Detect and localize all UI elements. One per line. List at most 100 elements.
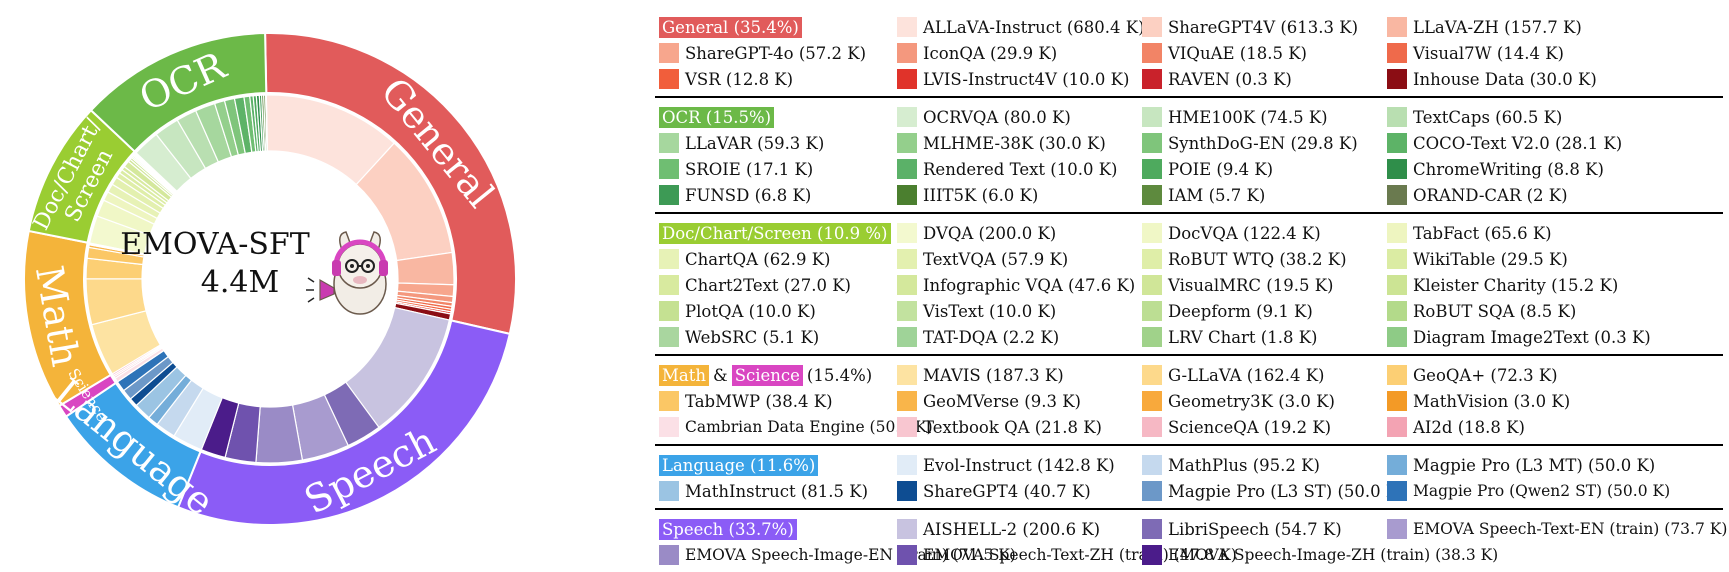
- legend-item-label: Infographic VQA (47.6 K): [923, 275, 1136, 295]
- legend-swatch: [1142, 545, 1162, 565]
- legend-swatch: [897, 301, 917, 321]
- legend-item-label: WikiTable (29.5 K): [1413, 249, 1568, 269]
- legend-item: MLHME-38K (30.0 K): [897, 130, 1142, 156]
- legend-item-label: LVIS-Instruct4V (10.0 K): [923, 69, 1130, 89]
- legend-item: IAM (5.7 K): [1142, 182, 1387, 208]
- legend-item: RAVEN (0.3 K): [1142, 66, 1387, 92]
- legend-item-label: ShareGPT-4o (57.2 K): [685, 43, 867, 63]
- legend-item-label: IIIT5K (6.0 K): [923, 185, 1039, 205]
- legend-item: Magpie Pro (L3 MT) (50.0 K): [1387, 452, 1717, 478]
- legend: General (35.4%) ALLaVA-Instruct (680.4 K)…: [655, 8, 1727, 572]
- legend-group-header: Language (11.6%): [659, 452, 897, 478]
- legend-swatch: [1142, 365, 1162, 385]
- legend-swatch: [1387, 481, 1407, 501]
- legend-item-label: ChromeWriting (8.8 K): [1413, 159, 1604, 179]
- outer-slice-ocr: [89, 32, 268, 153]
- legend-swatch: [1142, 455, 1162, 475]
- legend-item: COCO-Text V2.0 (28.1 K): [1387, 130, 1717, 156]
- legend-item: ShareGPT4 (40.7 K): [897, 478, 1142, 504]
- legend-group-header: General (35.4%): [659, 14, 897, 40]
- legend-swatch: [897, 223, 917, 243]
- legend-swatch: [1387, 327, 1407, 347]
- legend-item: HME100K (74.5 K): [1142, 104, 1387, 130]
- outer-ring: [23, 32, 517, 526]
- legend-swatch: [1142, 417, 1162, 437]
- legend-item: TabMWP (38.4 K): [659, 388, 897, 414]
- legend-item-label: VSR (12.8 K): [685, 69, 794, 89]
- legend-item-label: Magpie Pro (L3 ST) (50.0 K): [1168, 481, 1405, 501]
- legend-item: VIQuAE (18.5 K): [1142, 40, 1387, 66]
- legend-item: WebSRC (5.1 K): [659, 324, 897, 350]
- legend-swatch: [1142, 249, 1162, 269]
- legend-item-label: Rendered Text (10.0 K): [923, 159, 1118, 179]
- legend-swatch: [897, 107, 917, 127]
- legend-item-label: FUNSD (6.8 K): [685, 185, 812, 205]
- legend-item-label: SynthDoG-EN (29.8 K): [1168, 133, 1358, 153]
- inner-ring: [85, 94, 455, 464]
- legend-swatch: [1142, 133, 1162, 153]
- legend-item-label: ShareGPT4V (613.3 K): [1168, 17, 1359, 37]
- legend-swatch: [659, 327, 679, 347]
- inner-slice-ocr-orand-car-2-k: [265, 94, 269, 152]
- legend-header-label: Math: [659, 364, 709, 386]
- legend-item: SynthDoG-EN (29.8 K): [1142, 130, 1387, 156]
- legend-item-label: OCRVQA (80.0 K): [923, 107, 1071, 127]
- legend-item-label: LLaVA-ZH (157.7 K): [1413, 17, 1582, 37]
- legend-item: ShareGPT4V (613.3 K): [1142, 14, 1387, 40]
- legend-item: DVQA (200.0 K): [897, 220, 1142, 246]
- legend-swatch: [897, 545, 917, 565]
- legend-swatch: [1387, 275, 1407, 295]
- legend-item: TAT-DQA (2.2 K): [897, 324, 1142, 350]
- legend-item: VSR (12.8 K): [659, 66, 897, 92]
- legend-item-label: TAT-DQA (2.2 K): [923, 327, 1060, 347]
- legend-header-label: (15.4%): [806, 365, 873, 385]
- legend-item-label: WebSRC (5.1 K): [685, 327, 820, 347]
- legend-swatch: [659, 545, 679, 565]
- legend-swatch: [659, 481, 679, 501]
- legend-item-label: Visual7W (14.4 K): [1413, 43, 1564, 63]
- legend-item-label: EMOVA Speech-Image-ZH (train) (38.3 K): [1168, 546, 1499, 564]
- legend-swatch: [1387, 17, 1407, 37]
- legend-item-label: HME100K (74.5 K): [1168, 107, 1328, 127]
- legend-item: IconQA (29.9 K): [897, 40, 1142, 66]
- legend-item-label: MathPlus (95.2 K): [1168, 455, 1320, 475]
- legend-swatch: [1142, 159, 1162, 179]
- legend-item: Diagram Image2Text (0.3 K): [1387, 324, 1717, 350]
- legend-item-label: IAM (5.7 K): [1168, 185, 1266, 205]
- legend-item-label: TabFact (65.6 K): [1413, 223, 1552, 243]
- legend-item: Magpie Pro (Qwen2 ST) (50.0 K): [1387, 478, 1717, 504]
- legend-swatch: [897, 275, 917, 295]
- legend-item: SROIE (17.1 K): [659, 156, 897, 182]
- legend-item-label: Chart2Text (27.0 K): [685, 275, 851, 295]
- llama-mascot-with-headphones-icon: [306, 231, 388, 315]
- legend-item: G-LLaVA (162.4 K): [1142, 362, 1387, 388]
- legend-item: Deepform (9.1 K): [1142, 298, 1387, 324]
- legend-item: AI2d (18.8 K): [1387, 414, 1717, 440]
- legend-group: Doc/Chart/Screen (10.9 %) DVQA (200.0 K) D…: [655, 214, 1723, 356]
- legend-item-label: Geometry3K (3.0 K): [1168, 391, 1335, 411]
- legend-header-label: Doc/Chart/Screen (10.9 %): [659, 222, 891, 244]
- legend-item-label: Diagram Image2Text (0.3 K): [1413, 327, 1651, 347]
- legend-swatch: [897, 391, 917, 411]
- legend-item-label: Evol-Instruct (142.8 K): [923, 455, 1115, 475]
- legend-item-label: RAVEN (0.3 K): [1168, 69, 1292, 89]
- legend-group-header: Speech (33.7%): [659, 516, 897, 542]
- legend-item: ShareGPT-4o (57.2 K): [659, 40, 897, 66]
- legend-item-label: TextCaps (60.5 K): [1413, 107, 1563, 127]
- legend-item-label: ORAND-CAR (2 K): [1413, 185, 1568, 205]
- legend-item: TabFact (65.6 K): [1387, 220, 1717, 246]
- legend-swatch: [1142, 43, 1162, 63]
- legend-header-label: Speech (33.7%): [659, 518, 797, 540]
- legend-swatch: [897, 455, 917, 475]
- legend-item-label: AI2d (18.8 K): [1413, 417, 1525, 437]
- legend-item-label: MLHME-38K (30.0 K): [923, 133, 1106, 153]
- legend-swatch: [659, 133, 679, 153]
- legend-swatch: [897, 159, 917, 179]
- legend-item: AISHELL-2 (200.6 K): [897, 516, 1142, 542]
- legend-item: FUNSD (6.8 K): [659, 182, 897, 208]
- legend-item-label: LLaVAR (59.3 K): [685, 133, 825, 153]
- legend-item: PlotQA (10.0 K): [659, 298, 897, 324]
- legend-swatch: [1387, 185, 1407, 205]
- legend-item: ScienceQA (19.2 K): [1142, 414, 1387, 440]
- legend-item-label: GeoQA+ (72.3 K): [1413, 365, 1558, 385]
